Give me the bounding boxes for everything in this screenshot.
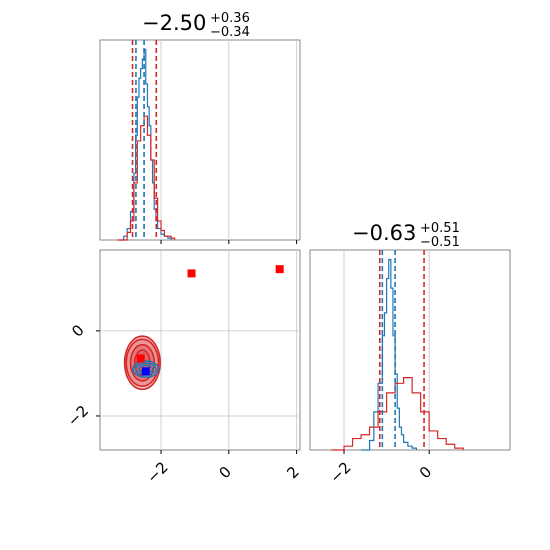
title-value: −2.50 xyxy=(142,11,206,35)
x-tick-labels: −2 0 xyxy=(326,458,435,486)
tick-marks xyxy=(160,240,298,244)
x-tick-label: −2 xyxy=(326,458,354,486)
histogram-series xyxy=(331,377,464,451)
contours-group xyxy=(123,335,161,391)
tick-marks xyxy=(96,330,298,454)
x-tick-label: 0 xyxy=(416,463,435,482)
title-upper-error: +0.51 xyxy=(420,221,460,236)
marker-point xyxy=(136,354,145,363)
panel-upper-left: −2.50 +0.36 −0.34 xyxy=(99,11,301,244)
histogram-series xyxy=(361,258,417,451)
marker-point xyxy=(275,265,284,274)
marker-point xyxy=(141,367,150,376)
contour-level xyxy=(132,360,160,379)
y-tick-labels: −2 0 xyxy=(64,321,92,430)
panel-lower-right: −2 0 −0.63 +0.51 −0.51 xyxy=(309,221,511,487)
histogram-series xyxy=(116,115,176,241)
tick-marks xyxy=(343,450,430,454)
points-group xyxy=(136,265,284,376)
y-tick-label: 0 xyxy=(68,321,87,340)
grid xyxy=(100,250,300,450)
grid xyxy=(160,40,298,240)
panel-title: −0.63 +0.51 −0.51 xyxy=(352,221,460,250)
x-tick-label: −2 xyxy=(143,458,171,486)
histogram-series xyxy=(120,48,172,241)
y-tick-label: −2 xyxy=(64,402,92,430)
x-tick-labels: −2 0 2 xyxy=(143,458,303,486)
title-lower-error: −0.51 xyxy=(420,235,460,250)
panel-title: −2.50 +0.36 −0.34 xyxy=(142,11,250,40)
panel-lower-left: −2 0 2 −2 0 xyxy=(64,249,303,487)
series-group xyxy=(331,258,464,451)
title-lower-error: −0.34 xyxy=(210,25,250,40)
marker-point xyxy=(187,269,196,278)
title-value: −0.63 xyxy=(352,221,416,245)
title-upper-error: +0.36 xyxy=(210,11,250,26)
panel-frame xyxy=(309,249,511,451)
quantile-lines xyxy=(378,250,425,450)
x-tick-label: 0 xyxy=(216,463,235,482)
panel-frame xyxy=(99,249,301,451)
panel-frame xyxy=(99,39,301,241)
series-group xyxy=(116,48,176,241)
x-tick-label: 2 xyxy=(283,463,302,482)
quantile-lines xyxy=(131,40,158,240)
